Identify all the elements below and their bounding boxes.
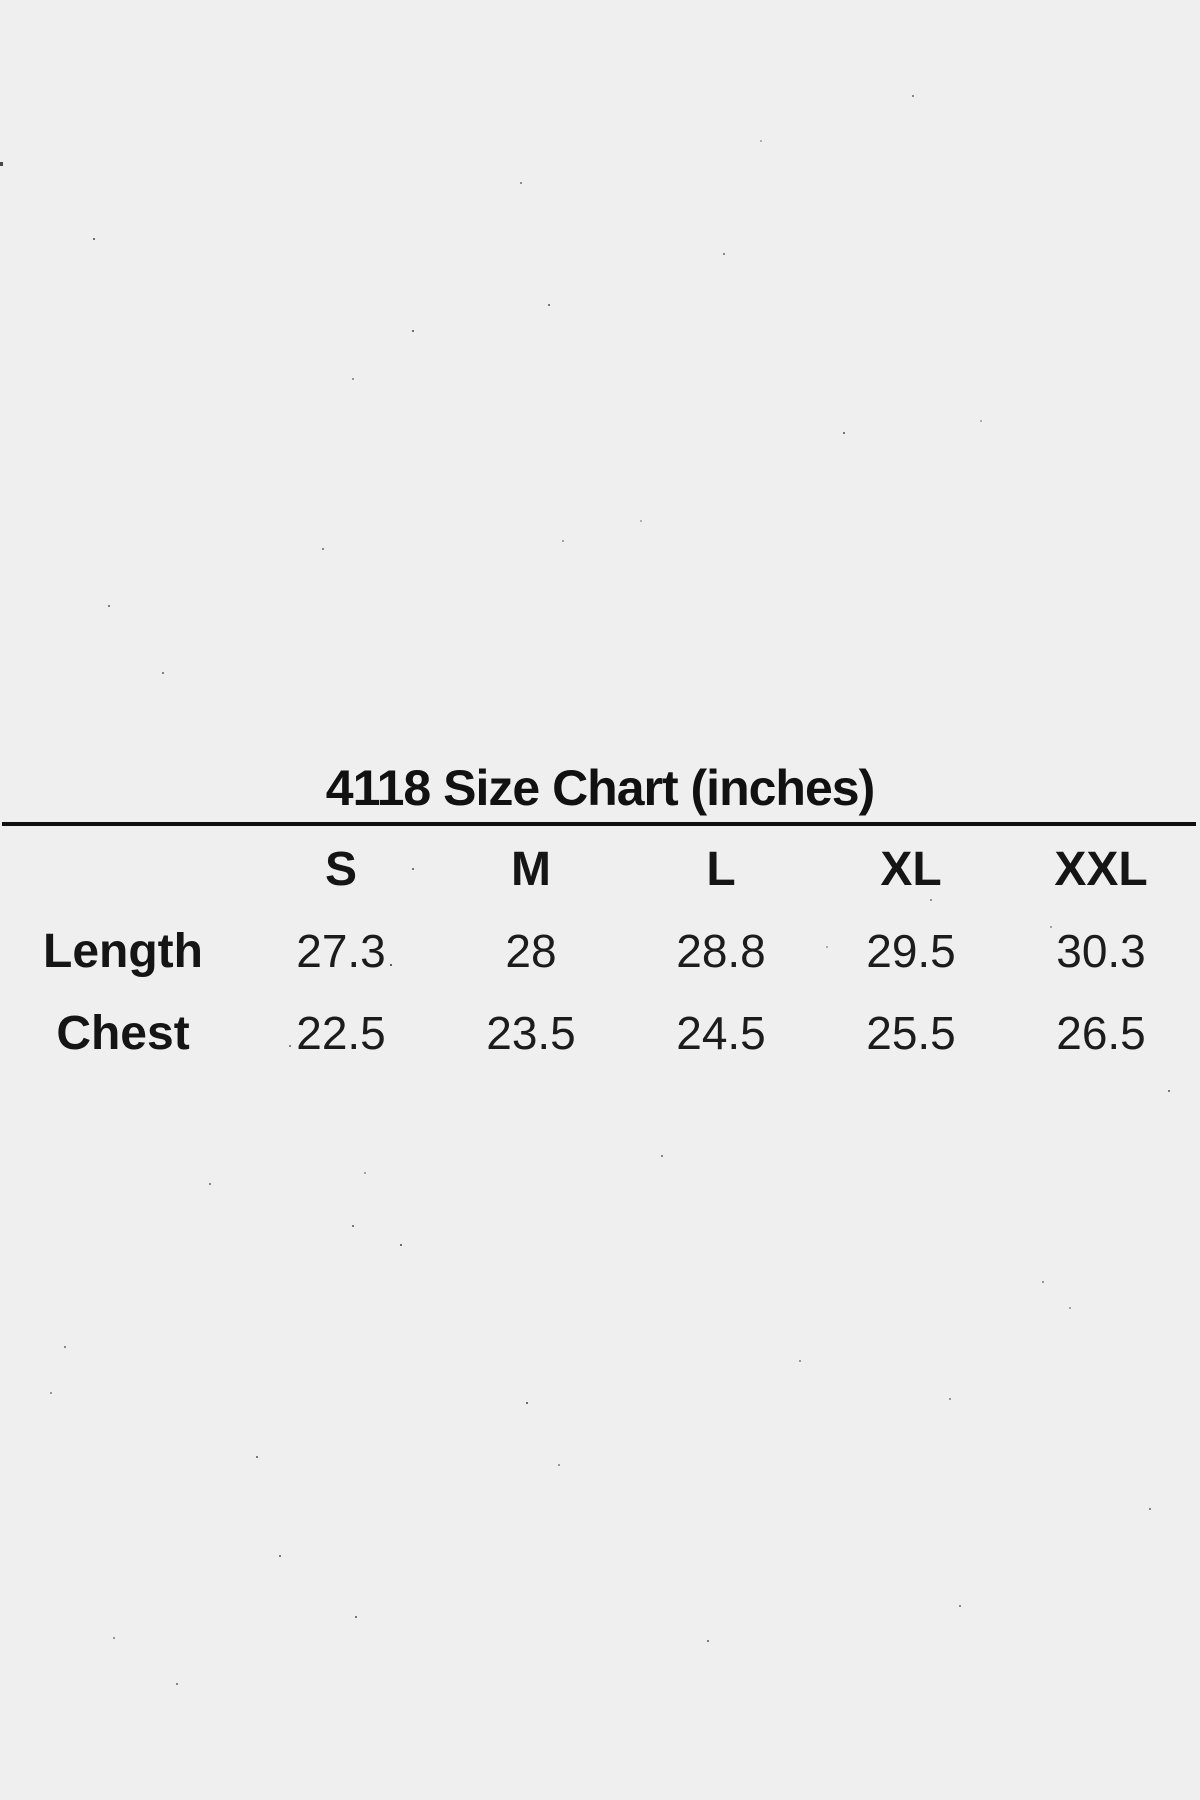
chest-value-s: 22.5: [296, 1007, 386, 1059]
chest-value-m: 23.5: [486, 1007, 576, 1059]
chest-value-l: 24.5: [676, 1007, 766, 1059]
background-noise-specks: [0, 0, 2, 2]
column-header-m: M: [511, 842, 551, 896]
length-value-m: 28: [505, 925, 557, 977]
size-chart-title: 4118 Size Chart (inches): [325, 760, 875, 816]
row-label-chest: Chest: [56, 1006, 190, 1060]
title-divider-line: [2, 822, 1196, 826]
column-header-xxl: XXL: [1054, 842, 1148, 896]
length-value-xxl: 30.3: [1056, 925, 1146, 977]
row-label-length: Length: [43, 924, 203, 978]
column-header-l: L: [706, 842, 736, 896]
chest-value-xxl: 26.5: [1056, 1007, 1146, 1059]
length-value-l: 28.8: [676, 925, 766, 977]
length-value-s: 27.3: [296, 925, 386, 977]
chest-value-xl: 25.5: [866, 1007, 956, 1059]
column-header-s: S: [324, 842, 357, 896]
size-chart-table: S M L XL XXL Length 27.3 28 28.8 29.5 30…: [0, 828, 1196, 1074]
table-corner-cell: [0, 828, 246, 910]
column-header-xl: XL: [880, 842, 942, 896]
length-value-xl: 29.5: [866, 925, 956, 977]
